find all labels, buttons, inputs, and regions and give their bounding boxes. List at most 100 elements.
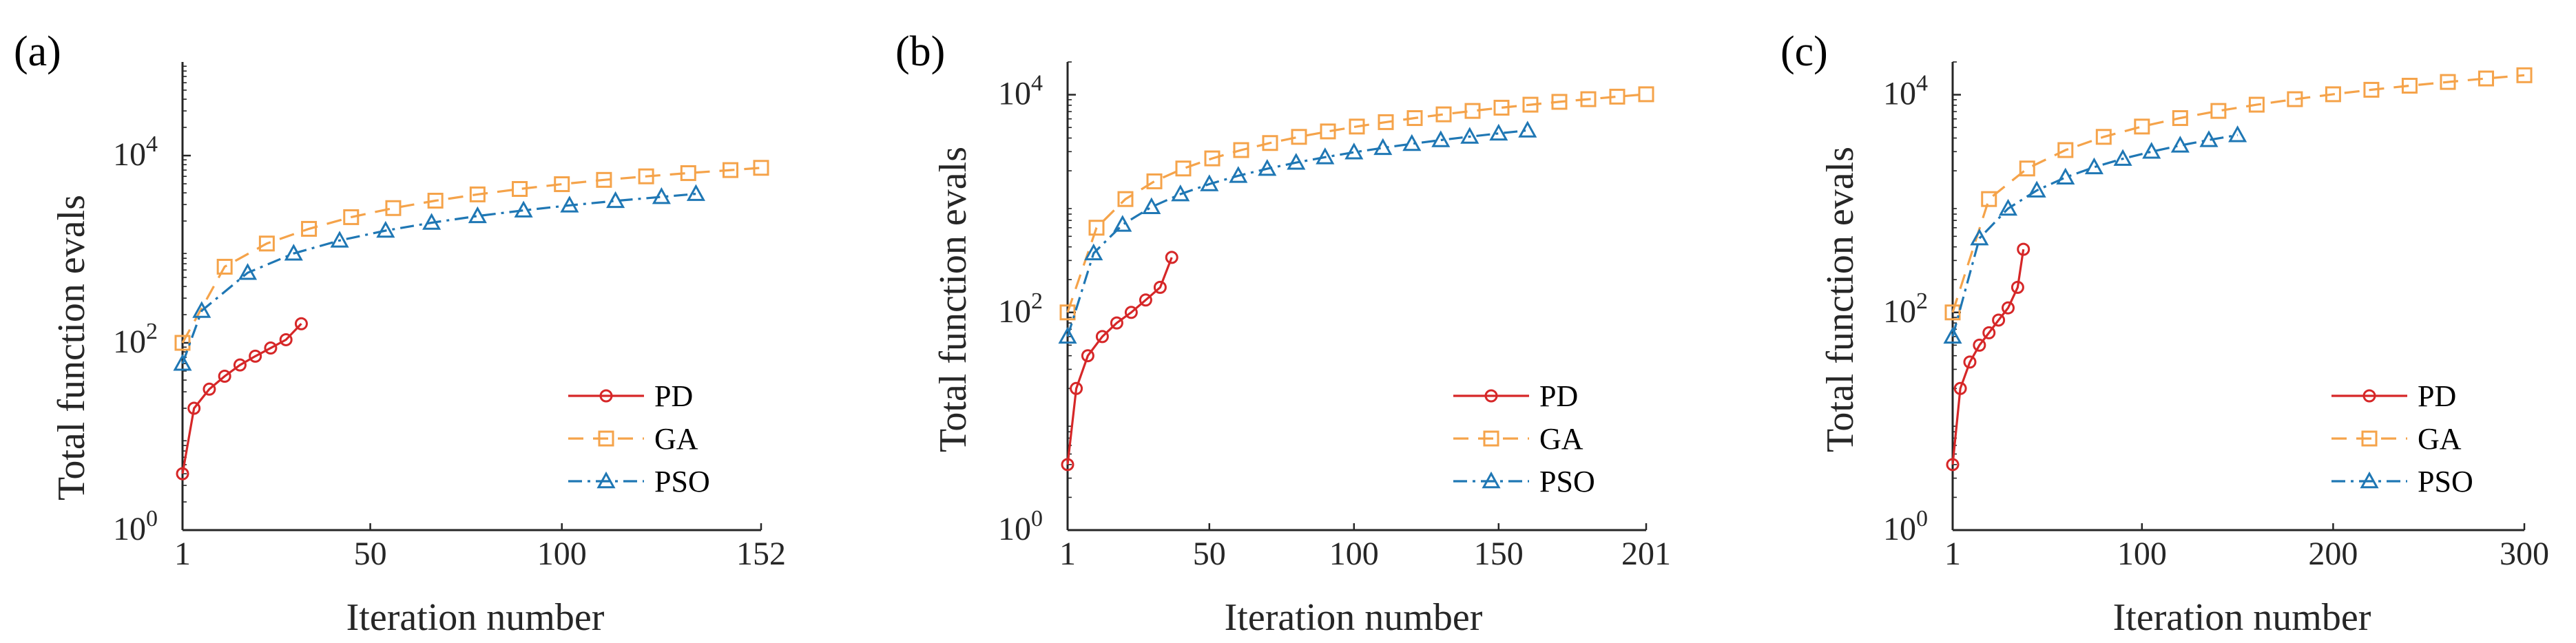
series-ga-c bbox=[1944, 67, 2533, 321]
marker-ga-c bbox=[2516, 67, 2533, 83]
panel-label-a: (a) bbox=[14, 28, 61, 75]
marker-ga-b bbox=[1146, 173, 1163, 189]
marker-ga-b bbox=[1204, 150, 1221, 167]
marker-ga-c bbox=[2248, 96, 2265, 113]
marker-pd-c bbox=[1953, 381, 1967, 395]
marker-pd-b bbox=[1070, 381, 1083, 395]
x-tick-label-a: 50 bbox=[354, 536, 387, 572]
marker-pso-b bbox=[1171, 184, 1190, 202]
marker-pd-b bbox=[1095, 330, 1109, 344]
marker-pd-a bbox=[249, 349, 262, 363]
marker-ga-c bbox=[2363, 81, 2380, 98]
marker-ga-b bbox=[1233, 142, 1249, 158]
marker-pd-b bbox=[1139, 293, 1152, 307]
x-axis-label-c: Iteration number bbox=[2113, 596, 2371, 639]
marker-ga-b bbox=[1320, 123, 1336, 140]
y-tick-label-c: 104 bbox=[1883, 71, 1928, 112]
legend-label-pd-b: PD bbox=[1539, 379, 1578, 413]
marker-pd-a bbox=[202, 382, 216, 396]
series-ga-b bbox=[1059, 86, 1654, 321]
marker-pso-b bbox=[1460, 127, 1479, 144]
line-ga-c bbox=[1951, 74, 2525, 313]
marker-pso-a bbox=[514, 200, 533, 218]
marker-pso-c bbox=[2056, 167, 2075, 185]
line-pd-c bbox=[1951, 249, 2025, 465]
marker-pd-a bbox=[187, 401, 201, 415]
legend-b: PD GA PSO bbox=[1446, 372, 1639, 509]
legend-label-ga-b: GA bbox=[1539, 422, 1583, 456]
marker-pso-a bbox=[192, 301, 211, 318]
marker-ga-b bbox=[1117, 191, 1134, 207]
marker-pso-a bbox=[376, 220, 395, 238]
marker-pso-b bbox=[1373, 138, 1393, 156]
line-ga-a bbox=[181, 167, 762, 344]
marker-ga-b bbox=[1638, 86, 1654, 103]
marker-pd-c bbox=[1946, 458, 1960, 472]
marker-ga-a bbox=[385, 200, 402, 216]
marker-ga-b bbox=[1262, 135, 1278, 151]
y-tick-label-b: 104 bbox=[998, 71, 1043, 112]
series-ga-a bbox=[174, 160, 769, 351]
legend-marker-pd-b bbox=[1484, 389, 1498, 403]
series-pso-a bbox=[173, 184, 705, 371]
marker-pso-a bbox=[238, 263, 258, 280]
marker-pso-b bbox=[1113, 215, 1132, 232]
legend-marker-pso-a bbox=[596, 471, 616, 489]
marker-ga-a bbox=[512, 180, 528, 197]
marker-ga-c bbox=[2057, 142, 2074, 158]
marker-pso-c bbox=[1970, 229, 1989, 246]
marker-ga-c bbox=[2134, 118, 2150, 135]
marker-pd-c bbox=[1992, 313, 2006, 327]
line-pso-b bbox=[1066, 129, 1528, 337]
legend-label-pd-c: PD bbox=[2418, 379, 2456, 413]
marker-pso-b bbox=[1316, 147, 1335, 165]
panel-a: (a) Total function evals Iteration numbe… bbox=[14, 28, 786, 639]
marker-ga-c bbox=[1981, 191, 1997, 207]
legend-a: PD GA PSO bbox=[561, 372, 754, 509]
marker-ga-b bbox=[1291, 129, 1307, 145]
marker-pso-a bbox=[652, 187, 671, 204]
marker-pd-b bbox=[1081, 349, 1094, 363]
marker-ga-b bbox=[1088, 220, 1105, 236]
marker-pso-c bbox=[2084, 157, 2104, 175]
marker-pso-b bbox=[1200, 174, 1219, 191]
marker-pso-c bbox=[2228, 125, 2247, 143]
marker-pso-b bbox=[1402, 134, 1422, 151]
legend-label-pso-c: PSO bbox=[2418, 465, 2473, 498]
marker-ga-a bbox=[753, 160, 769, 176]
marker-ga-c bbox=[2478, 70, 2494, 87]
marker-ga-c bbox=[2095, 129, 2112, 145]
marker-ga-b bbox=[1349, 118, 1365, 135]
x-tick-label-b: 100 bbox=[1329, 536, 1379, 572]
x-tick-label-c: 100 bbox=[2117, 536, 2167, 572]
marker-pso-a bbox=[560, 196, 579, 213]
legend-box-b bbox=[1446, 372, 1639, 509]
x-tick-label-a: 100 bbox=[537, 536, 587, 572]
marker-pd-c bbox=[2017, 242, 2030, 256]
marker-pd-c bbox=[2011, 280, 2024, 294]
marker-pso-b bbox=[1344, 143, 1364, 160]
marker-pd-b bbox=[1061, 458, 1074, 472]
marker-ga-a bbox=[680, 165, 696, 181]
marker-ga-c bbox=[2210, 103, 2227, 119]
marker-ga-b bbox=[1464, 103, 1481, 119]
marker-ga-b bbox=[1406, 110, 1423, 127]
legend-marker-pd-a bbox=[599, 389, 613, 403]
legend-label-pso-a: PSO bbox=[654, 465, 710, 498]
marker-pso-c bbox=[2199, 130, 2219, 147]
marker-ga-b bbox=[1378, 114, 1394, 130]
marker-ga-a bbox=[596, 171, 612, 188]
marker-pso-c bbox=[2027, 180, 2046, 198]
marker-pd-a bbox=[264, 341, 278, 355]
legend-label-ga-a: GA bbox=[654, 422, 698, 456]
marker-ga-a bbox=[554, 176, 570, 193]
line-pso-a bbox=[181, 193, 696, 364]
marker-ga-b bbox=[1551, 94, 1568, 110]
marker-pso-b bbox=[1084, 243, 1103, 261]
marker-pso-b bbox=[1431, 130, 1451, 147]
line-ga-b bbox=[1066, 93, 1647, 313]
x-tick-label-a: 1 bbox=[174, 536, 191, 572]
marker-pd-a bbox=[233, 358, 247, 372]
marker-ga-c bbox=[2019, 160, 2035, 177]
